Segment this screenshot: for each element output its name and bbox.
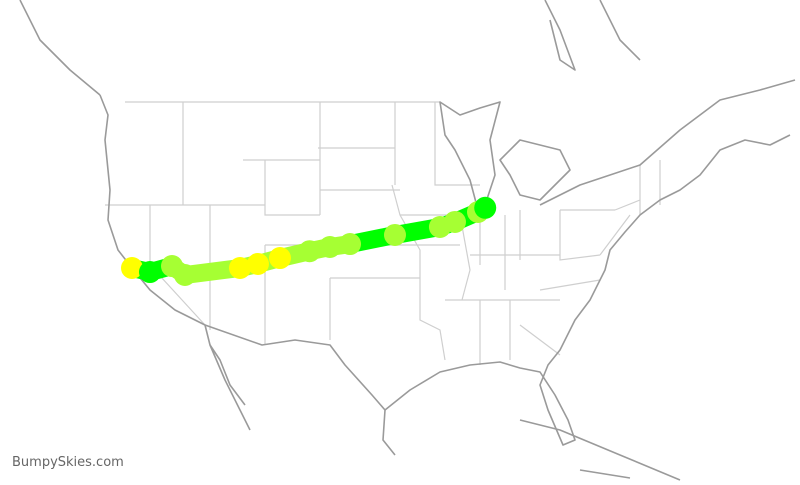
turbulence-marker[interactable] <box>339 233 362 256</box>
turbulence-marker[interactable] <box>474 196 497 219</box>
turbulence-marker[interactable] <box>318 236 341 258</box>
watermark: BumpySkies.com <box>12 455 124 470</box>
flight-route <box>121 196 497 286</box>
turbulence-marker[interactable] <box>298 240 321 263</box>
turbulence-marker[interactable] <box>173 264 196 286</box>
turbulence-marker[interactable] <box>383 223 406 246</box>
turbulence-marker[interactable] <box>228 257 251 279</box>
turbulence-marker[interactable] <box>138 261 161 284</box>
turbulence-marker[interactable] <box>121 257 143 279</box>
turbulence-marker[interactable] <box>246 252 269 275</box>
turbulence-marker[interactable] <box>268 247 291 270</box>
coastlines <box>19 0 796 481</box>
turbulence-marker[interactable] <box>443 210 466 233</box>
